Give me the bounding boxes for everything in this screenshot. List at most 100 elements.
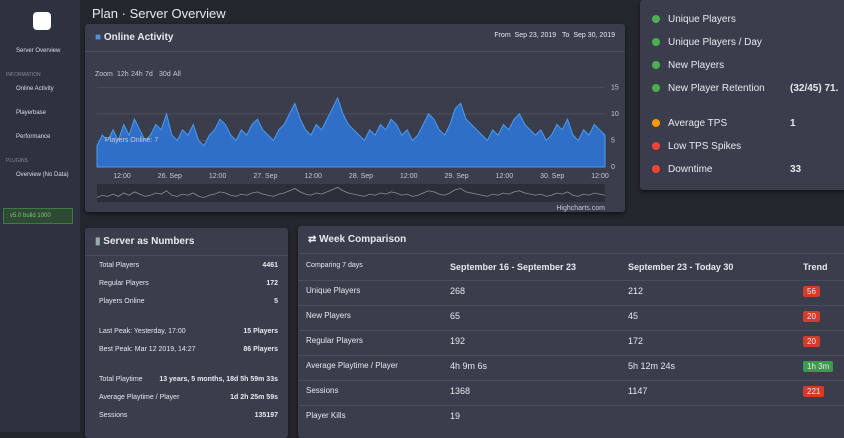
nav-item[interactable]: Online Activity (16, 86, 54, 92)
stat-label: Low TPS Spikes (668, 141, 742, 152)
row-line (298, 330, 844, 331)
stat-label: Players Online (99, 298, 145, 305)
value: 268 (450, 286, 466, 296)
x-tick-label: 12:00 (113, 173, 131, 180)
y-tick-label: 5 (611, 137, 615, 144)
nav-item[interactable]: Performance (16, 134, 51, 140)
navigator-line (96, 186, 606, 198)
value: 172 (628, 336, 644, 346)
label: To (562, 32, 570, 39)
stat-label: Best Peak: Mar 12 2019, 14:27 (99, 346, 196, 353)
online-activity-card: ■ Online Activity From Sep 23, 2019 To S… (85, 24, 625, 212)
nav-item[interactable]: Server Overview (16, 48, 61, 54)
stat-label: Total Playtime (99, 376, 143, 383)
stat-label: Average Playtime / Player (99, 394, 180, 401)
zoom-button[interactable]: All (173, 71, 181, 78)
column-header: Trend (803, 262, 828, 272)
credit: Highcharts.com (556, 205, 605, 212)
week-card: ⇄ Week Comparison Comparing 7 days Septemb… (298, 226, 844, 438)
column-header: Comparing 7 days (306, 262, 363, 269)
x-tick-label: 29. Sep (445, 173, 469, 180)
label: From (494, 32, 511, 39)
nav-header: INFORMATION (6, 72, 41, 78)
stat-label: Last Peak: Yesterday, 17:00 (99, 328, 186, 335)
page-title: Plan · Server Overview (92, 6, 226, 21)
stat-value: 15 Players (243, 328, 278, 335)
nav-item[interactable]: Overview (No Data) (16, 172, 69, 178)
card-title: ▮ Server as Numbers (85, 228, 288, 256)
stat-value: 172 (266, 280, 278, 287)
icon (652, 84, 660, 92)
stat-value: (32/45) 71. (790, 83, 839, 94)
value: 192 (450, 336, 466, 346)
zoom-label: Zoom (95, 71, 113, 78)
y-tick-label: 15 (611, 84, 619, 91)
row-label: New Players (306, 311, 351, 320)
row-label: Unique Players (306, 286, 361, 295)
value: 19 (450, 411, 461, 421)
zoom-button[interactable]: 24h (131, 71, 143, 78)
stat-value: 86 Players (243, 346, 278, 353)
sidebar: Server Overview INFORMATION Online Activit… (0, 0, 80, 432)
row-label: Average Playtime / Player (306, 361, 398, 370)
version-button[interactable]: v5.0 build 1000 (3, 208, 73, 224)
icon (652, 165, 660, 173)
title: Week Comparison (319, 234, 407, 245)
date: Sep 30, 2019 (573, 32, 615, 39)
zoom-button[interactable]: 30d (159, 71, 171, 78)
stat-value: 13 years, 5 months, 18d 5h 59m 33s (159, 376, 278, 383)
trend-badge: 56 (803, 286, 820, 297)
row-line (298, 380, 844, 381)
icon (652, 119, 660, 127)
stat-label: Total Players (99, 262, 140, 269)
icon (652, 38, 660, 46)
value: 212 (628, 286, 644, 296)
stat-label: Downtime (668, 164, 713, 175)
trend-badge: 20 (803, 336, 820, 347)
trend-badge: 20 (803, 311, 820, 322)
stat-label: Regular Players (99, 280, 149, 287)
navigator (97, 184, 605, 202)
value: 5h 12m 24s (628, 361, 676, 371)
nav-header: PLUGINS (6, 158, 28, 164)
stat-label: New Player Retention (668, 83, 765, 94)
stat-value: 33 (790, 164, 802, 175)
row-label: Sessions (306, 386, 339, 395)
value: 65 (450, 311, 461, 321)
column-header: September 23 - Today 30 (628, 262, 734, 272)
x-tick-label: 12:00 (400, 173, 418, 180)
x-tick-label: 12:00 (209, 173, 227, 180)
x-tick-label: 26. Sep (158, 173, 182, 180)
y-tick-label: 10 (611, 111, 619, 118)
x-tick-label: 12:00 (496, 173, 514, 180)
icon (652, 61, 660, 69)
title: Online Activity (103, 32, 174, 43)
zoom-button[interactable]: 7d (145, 71, 153, 78)
tooltip: Players Online: 7 (105, 137, 158, 144)
overview-card: Unique Players Unique Players / Day New Pl… (640, 0, 844, 190)
logo (33, 12, 51, 30)
stat-label: New Players (668, 60, 725, 71)
value: 4h 9m 6s (450, 361, 488, 371)
date: Sep 23, 2019 (514, 32, 557, 39)
row-line (298, 355, 844, 356)
stat-label: Unique Players (668, 14, 736, 25)
zoom-button[interactable]: 12h (117, 71, 129, 78)
column-header: September 16 - September 23 (450, 262, 577, 272)
card-title: ⇄ Week Comparison (298, 226, 844, 254)
icon (652, 15, 660, 23)
stat-value: 1 (790, 118, 796, 129)
stat-label: Average TPS (668, 118, 728, 129)
card-title: ■ Online Activity From Sep 23, 2019 To S… (85, 24, 625, 52)
row-line (298, 305, 844, 306)
stat-label: Sessions (99, 412, 128, 419)
numbers-card: ▮ Server as Numbers Total Players 4461 Regu… (85, 228, 288, 438)
area (96, 96, 606, 168)
nav-item[interactable]: Playerbase (16, 110, 47, 116)
value: 45 (628, 311, 639, 321)
stat-value: 5 (274, 298, 278, 305)
x-tick-label: 12:00 (304, 173, 322, 180)
row-line (298, 280, 844, 281)
icon (652, 142, 660, 150)
